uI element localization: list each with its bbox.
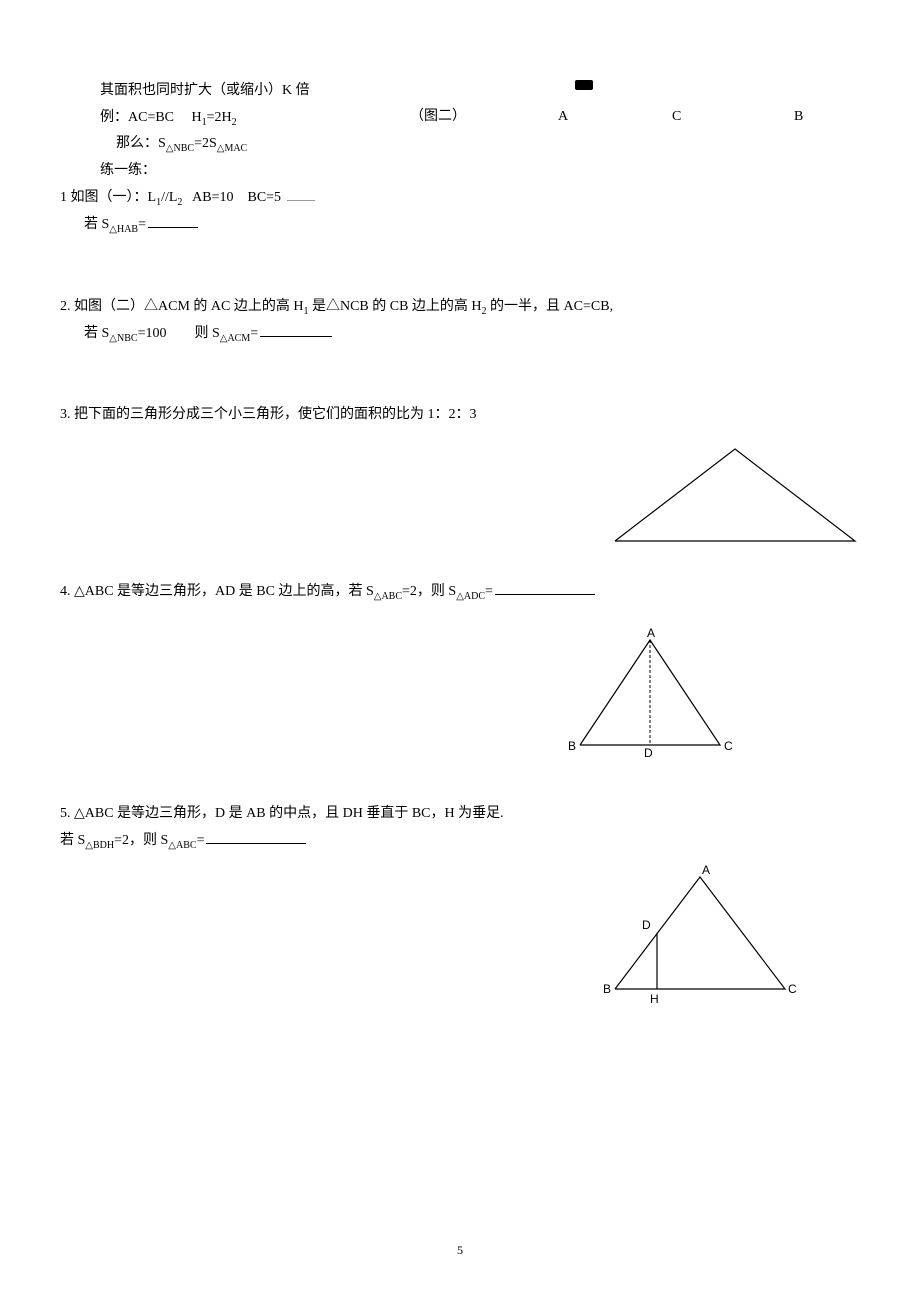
- q1-blank: [148, 213, 198, 228]
- practice-heading: 练一练：: [60, 158, 860, 185]
- q5-line1: 5. △ABC 是等边三角形，D 是 AB 的中点，且 DH 垂直于 BC，H …: [60, 801, 860, 828]
- q5-l2-c: =: [197, 833, 205, 848]
- q1-l1-a: 1 如图（一）：L: [60, 190, 156, 205]
- q2-blank: [260, 322, 332, 337]
- q4-c: =: [485, 584, 493, 599]
- intro-line3: 那么：S△NBC=2S△MAC: [60, 131, 860, 158]
- q1-l2-s1: △HAB: [109, 223, 138, 234]
- q3-text: 3. 把下面的三角形分成三个小三角形，使它们的面积的比为 1：2：3: [60, 402, 860, 429]
- gap-2: [60, 348, 860, 402]
- intro-line3-s1: △NBC: [166, 143, 194, 154]
- page-content: 其面积也同时扩大（或缩小）K 倍 例：AC=BC H1=2H2 那么：S△NBC…: [0, 0, 920, 1009]
- q5-triangle-figure: A B C D H: [580, 859, 820, 1009]
- intro-line1: 其面积也同时扩大（或缩小）K 倍: [60, 78, 860, 105]
- intro-line2-a: 例：AC=BC: [100, 110, 174, 125]
- q5-l2-a: 若 S: [60, 833, 85, 848]
- intro-line2-c: =2H: [207, 110, 232, 125]
- q2-l1-b: 是△NCB 的 CB 边上的高 H: [308, 299, 481, 314]
- q4-blank: [495, 580, 595, 595]
- intro-line2-s2: 2: [232, 116, 237, 127]
- q5-triangle: [615, 877, 785, 989]
- intro-line3-a: 那么：S: [116, 136, 166, 151]
- q4-label-b: B: [568, 739, 576, 753]
- q2-l1-c: 的一半，且 AC=CB,: [487, 299, 614, 314]
- q4-label-a: A: [647, 626, 655, 640]
- q4-label-c: C: [724, 739, 733, 753]
- fig2-marker: [575, 80, 593, 90]
- q5-line2: 若 S△BDH=2，则 S△ABC=: [60, 828, 860, 855]
- q3-triangle: [615, 449, 855, 541]
- q4-a: 4. △ABC 是等边三角形，AD 是 BC 边上的高，若 S: [60, 584, 374, 599]
- q1-l2-a: 若 S: [84, 217, 109, 232]
- q5-label-a: A: [702, 863, 710, 877]
- q4-s2: △ADC: [456, 590, 485, 601]
- q2-l2-a: 若 S: [84, 326, 109, 341]
- q2-l1-a: 2. 如图（二）△ACM 的 AC 边上的高 H: [60, 299, 303, 314]
- q1-line2: 若 S△HAB=: [60, 212, 860, 239]
- q4-text: 4. △ABC 是等边三角形，AD 是 BC 边上的高，若 S△ABC=2，则 …: [60, 579, 860, 606]
- fig2-label-c: C: [672, 104, 681, 131]
- q2-line2: 若 S△NBC=100 则 S△ACM=: [60, 321, 860, 348]
- page-number: 5: [0, 1239, 920, 1262]
- q5-label-b: B: [603, 982, 611, 996]
- gap-4: [60, 765, 860, 801]
- q2-l2-s1: △NBC: [109, 333, 137, 344]
- q4-b: =2，则 S: [402, 584, 456, 599]
- q4-triangle-figure: A B C D: [540, 625, 760, 765]
- q1-l1-c: AB=10 BC=5: [182, 190, 284, 205]
- q5-label-d: D: [642, 918, 651, 932]
- q1-l1-b: //L: [161, 190, 177, 205]
- q2-l2-c: =: [250, 326, 258, 341]
- q2-l2-b: =100 则 S: [138, 326, 220, 341]
- fig2-label-b: B: [794, 104, 803, 131]
- q1-tiny-blank: [287, 186, 315, 201]
- q1-l2-b: =: [138, 217, 146, 232]
- q5-label-h: H: [650, 992, 659, 1006]
- q2-l2-s2: △ACM: [220, 333, 250, 344]
- fig2-label-a: A: [558, 104, 568, 131]
- q3-triangle-figure: [600, 441, 870, 551]
- q5-blank: [206, 829, 306, 844]
- intro-line3-b: =2S: [194, 136, 217, 151]
- q4-label-d: D: [644, 746, 653, 760]
- intro-line2-b: H: [192, 110, 202, 125]
- gap-3: [60, 551, 860, 579]
- q4-s1: △ABC: [374, 590, 402, 601]
- q5-l2-b: =2，则 S: [114, 833, 168, 848]
- fig2-caption: （图二）: [410, 104, 466, 131]
- q5-l2-s1: △BDH: [85, 840, 114, 851]
- q2-line1: 2. 如图（二）△ACM 的 AC 边上的高 H1 是△NCB 的 CB 边上的…: [60, 294, 860, 321]
- intro-line3-s2: △MAC: [217, 143, 247, 154]
- q5-l2-s2: △ABC: [168, 840, 196, 851]
- gap-1: [60, 238, 860, 294]
- q5-label-c: C: [788, 982, 797, 996]
- q1-line1: 1 如图（一）：L1//L2 AB=10 BC=5: [60, 185, 860, 212]
